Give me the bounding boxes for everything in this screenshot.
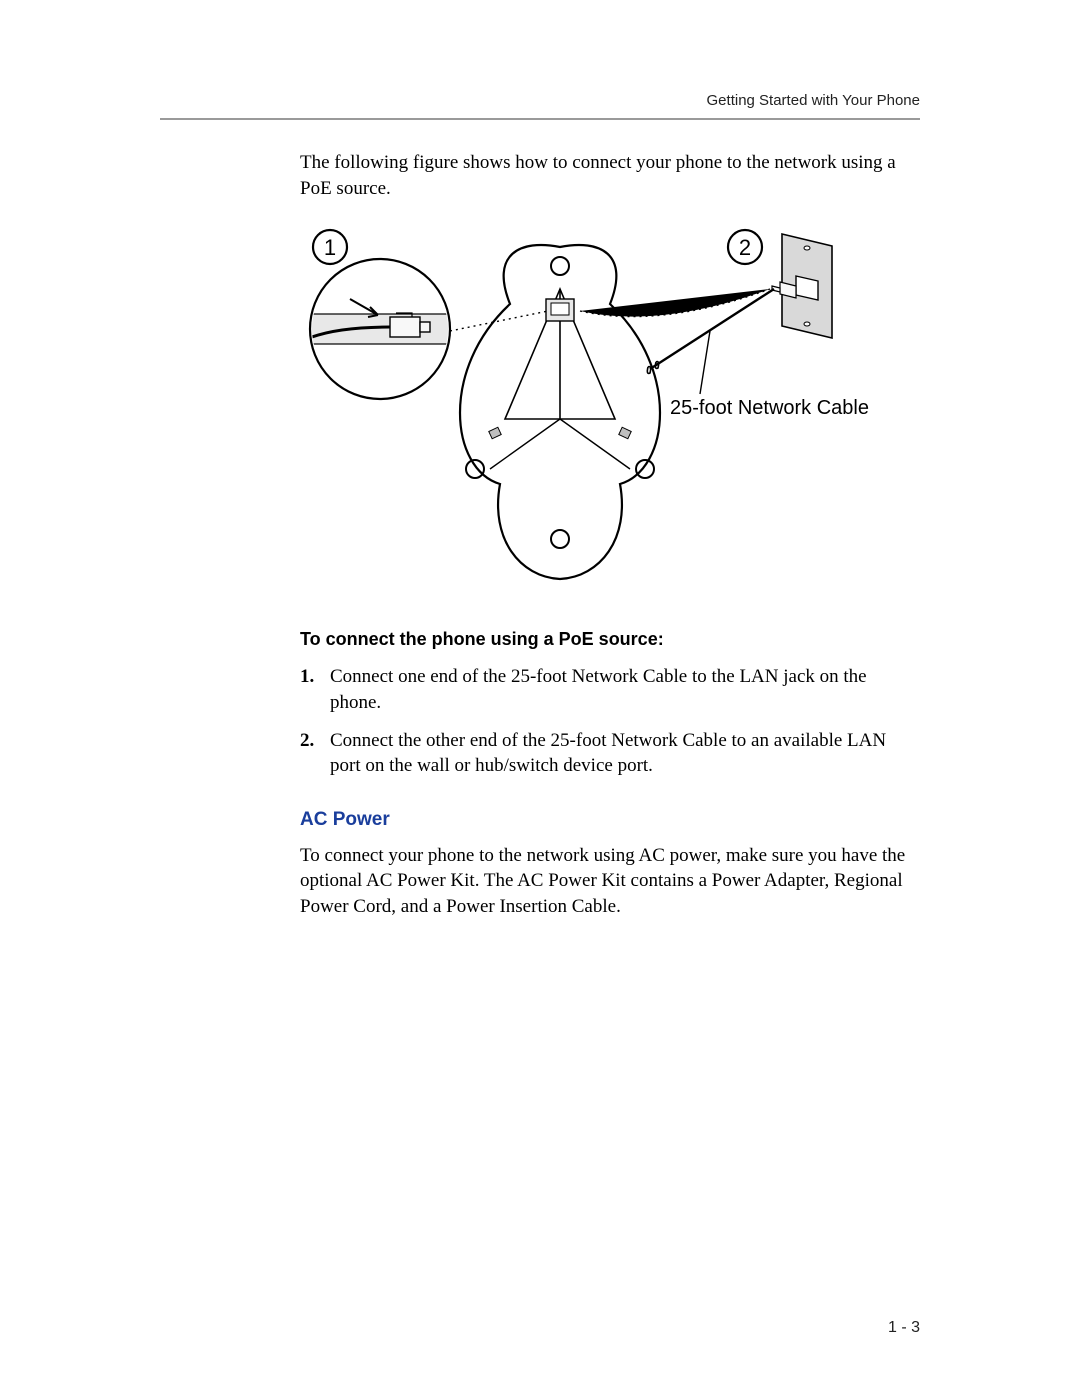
section-heading-ac-power: AC Power bbox=[300, 809, 920, 831]
callout-1-number: 1 bbox=[324, 235, 336, 260]
intro-paragraph: The following figure shows how to connec… bbox=[300, 150, 920, 201]
running-head: Getting Started with Your Phone bbox=[707, 92, 920, 109]
procedure-heading: To connect the phone using a PoE source: bbox=[300, 629, 920, 650]
cable-label: 25-foot Network Cable bbox=[670, 397, 869, 419]
procedure-steps: Connect one end of the 25-foot Network C… bbox=[300, 664, 920, 779]
step-2: Connect the other end of the 25-foot Net… bbox=[300, 728, 920, 779]
page: Getting Started with Your Phone The foll… bbox=[0, 0, 1080, 1397]
callout-2: 2 bbox=[728, 230, 832, 338]
poe-connection-diagram: 1 bbox=[300, 219, 880, 599]
ac-power-paragraph: To connect your phone to the network usi… bbox=[300, 843, 920, 920]
header-rule bbox=[160, 118, 920, 120]
step-1: Connect one end of the 25-foot Network C… bbox=[300, 664, 920, 715]
figure: 1 bbox=[300, 219, 880, 599]
callout-1: 1 bbox=[310, 230, 450, 399]
page-number: 1 - 3 bbox=[888, 1319, 920, 1337]
callout-2-number: 2 bbox=[739, 235, 751, 260]
content-area: The following figure shows how to connec… bbox=[300, 150, 920, 920]
phone-base bbox=[460, 245, 660, 579]
